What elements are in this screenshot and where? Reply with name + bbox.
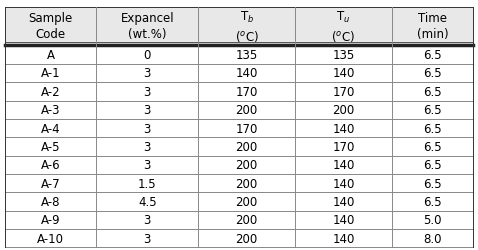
- Text: 140: 140: [332, 177, 355, 190]
- Text: 0: 0: [144, 49, 151, 62]
- Bar: [5, 211, 473, 229]
- Bar: [5, 46, 473, 64]
- Bar: [5, 120, 473, 138]
- Text: T$_u$
($^o$C): T$_u$ ($^o$C): [331, 10, 355, 44]
- Text: Time
(min): Time (min): [417, 12, 448, 41]
- Text: 6.5: 6.5: [423, 177, 442, 190]
- Text: A-5: A-5: [41, 140, 60, 153]
- Text: 200: 200: [236, 159, 258, 172]
- Text: 135: 135: [236, 49, 258, 62]
- Text: 6.5: 6.5: [423, 86, 442, 98]
- Bar: [5, 192, 473, 211]
- Text: 200: 200: [236, 195, 258, 208]
- Text: 170: 170: [236, 86, 258, 98]
- Text: A-9: A-9: [41, 214, 60, 226]
- Text: 3: 3: [144, 122, 151, 135]
- Text: 3: 3: [144, 140, 151, 153]
- Text: 200: 200: [236, 140, 258, 153]
- Text: 6.5: 6.5: [423, 140, 442, 153]
- Text: 200: 200: [332, 104, 355, 117]
- Text: 5.0: 5.0: [423, 214, 442, 226]
- Text: A-3: A-3: [41, 104, 60, 117]
- Text: A-6: A-6: [41, 159, 60, 172]
- Text: Expancel
(wt.%): Expancel (wt.%): [120, 12, 174, 41]
- Text: 6.5: 6.5: [423, 122, 442, 135]
- Text: 3: 3: [144, 67, 151, 80]
- Text: A-10: A-10: [37, 232, 64, 245]
- Bar: [5, 156, 473, 174]
- Text: A-8: A-8: [41, 195, 60, 208]
- Text: 3: 3: [144, 159, 151, 172]
- Text: 170: 170: [236, 122, 258, 135]
- Bar: [5, 8, 473, 46]
- Text: 6.5: 6.5: [423, 104, 442, 117]
- Bar: [5, 229, 473, 248]
- Text: 200: 200: [236, 214, 258, 226]
- Text: 4.5: 4.5: [138, 195, 157, 208]
- Bar: [5, 64, 473, 83]
- Text: 135: 135: [332, 49, 355, 62]
- Text: 6.5: 6.5: [423, 67, 442, 80]
- Text: A-7: A-7: [41, 177, 60, 190]
- Text: 140: 140: [236, 67, 258, 80]
- Text: 140: 140: [332, 67, 355, 80]
- Bar: [5, 174, 473, 193]
- Text: 170: 170: [332, 140, 355, 153]
- Text: T$_b$
($^o$C): T$_b$ ($^o$C): [235, 10, 259, 44]
- Text: 200: 200: [236, 104, 258, 117]
- Text: 6.5: 6.5: [423, 159, 442, 172]
- Text: A-4: A-4: [41, 122, 60, 135]
- Text: 3: 3: [144, 214, 151, 226]
- Text: 3: 3: [144, 104, 151, 117]
- Bar: [5, 101, 473, 119]
- Text: 6.5: 6.5: [423, 195, 442, 208]
- Text: 200: 200: [236, 232, 258, 245]
- Text: 140: 140: [332, 159, 355, 172]
- Bar: [5, 83, 473, 101]
- Text: 200: 200: [236, 177, 258, 190]
- Text: 140: 140: [332, 195, 355, 208]
- Text: A-1: A-1: [41, 67, 60, 80]
- Text: 3: 3: [144, 86, 151, 98]
- Text: 1.5: 1.5: [138, 177, 157, 190]
- Text: 140: 140: [332, 122, 355, 135]
- Text: Sample
Code: Sample Code: [29, 12, 73, 41]
- Text: A: A: [47, 49, 54, 62]
- Text: A-2: A-2: [41, 86, 60, 98]
- Text: 6.5: 6.5: [423, 49, 442, 62]
- Bar: [5, 138, 473, 156]
- Text: 3: 3: [144, 232, 151, 245]
- Text: 140: 140: [332, 232, 355, 245]
- Text: 170: 170: [332, 86, 355, 98]
- Text: 140: 140: [332, 214, 355, 226]
- Text: 8.0: 8.0: [423, 232, 442, 245]
